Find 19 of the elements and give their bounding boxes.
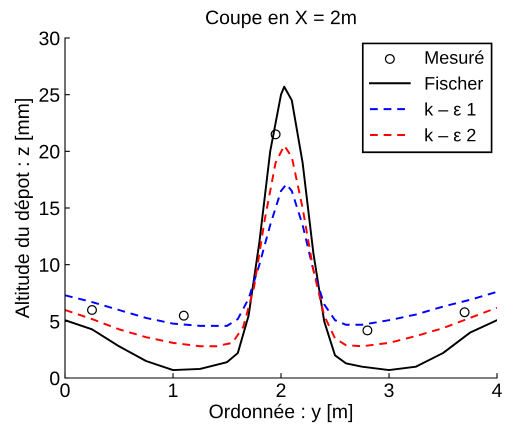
- y-tick-label: 25: [39, 88, 60, 102]
- x-tick-label: 1: [169, 384, 178, 397]
- x-tick-label: 2: [276, 383, 286, 397]
- x-tick-label: 3: [384, 383, 394, 398]
- legend-label: k – ε 2: [425, 128, 476, 142]
- y-tick-label: 5: [50, 315, 60, 329]
- legend-label: k – ε 1: [425, 102, 476, 116]
- y-tick-label: 0: [50, 371, 60, 386]
- y-axis-title: Altitude du dépot : z [mm]: [14, 99, 33, 318]
- x-tick-label: 4: [492, 384, 502, 397]
- legend-label: Fischer: [426, 76, 484, 90]
- y-tick-label: 30: [39, 31, 60, 46]
- x-tick-label: 0: [60, 383, 70, 398]
- y-tick-label: 20: [39, 144, 60, 159]
- y-tick-label: 15: [40, 202, 60, 216]
- legend-label: Mesuré: [426, 50, 484, 64]
- chart-title: Coupe en X = 2m: [206, 10, 356, 28]
- x-axis-title: Ordonnée : y [m]: [210, 404, 352, 422]
- y-tick-label: 10: [40, 258, 60, 272]
